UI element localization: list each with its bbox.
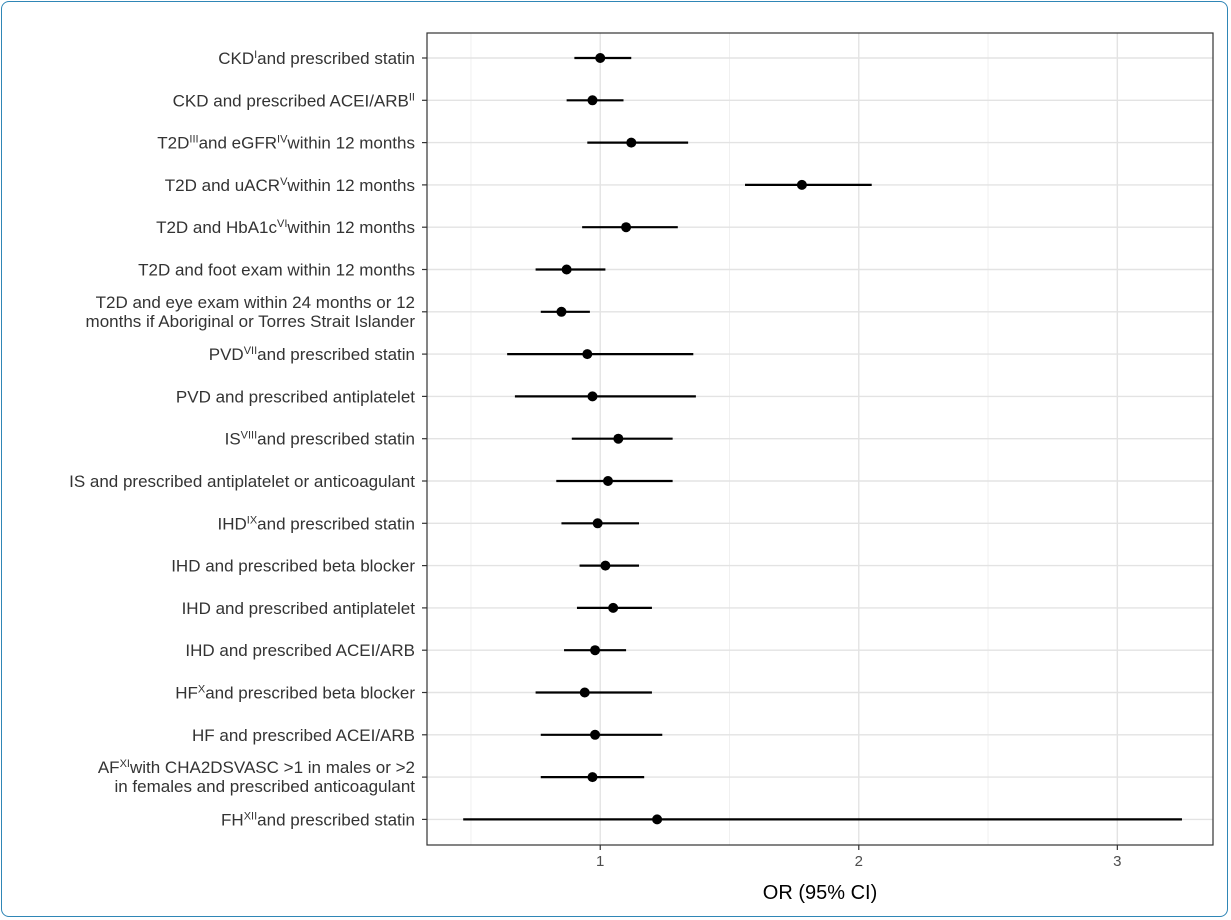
row-label-text: T2D and HbA1c: [156, 218, 277, 237]
x-axis-title: OR (95% CI): [763, 882, 877, 904]
row-label-text: and prescribed statin: [257, 49, 415, 68]
or-point: [556, 306, 567, 317]
row-label-superscript: V: [280, 176, 288, 188]
or-point: [590, 645, 601, 656]
row-label: AFXIwith CHA2DSVASC >1 in males or >2: [98, 758, 415, 777]
row-label-superscript: IV: [277, 134, 288, 146]
row-label: IHD and prescribed ACEI/ARB: [185, 641, 415, 660]
row-label-text: AF: [98, 758, 120, 777]
row-label-superscript: VII: [244, 345, 257, 357]
row-label: PVDVIIand prescribed statin: [209, 345, 415, 364]
row-label-superscript: XII: [244, 810, 257, 822]
row-label-text: within 12 months: [286, 218, 415, 237]
or-point: [602, 476, 613, 486]
or-point: [587, 772, 598, 783]
row-label-text: T2D and foot exam within 12 months: [138, 261, 415, 280]
row-label-line2: in females and prescribed anticoagulant: [114, 777, 415, 796]
or-point: [608, 602, 619, 613]
row-label-text: IHD: [217, 514, 246, 533]
row-label: IS and prescribed antiplatelet or antico…: [69, 472, 415, 491]
x-tick-label: 3: [1113, 853, 1121, 870]
row-label-text: CKD and prescribed ACEI/ARB: [173, 91, 409, 110]
row-label-superscript: VIII: [241, 430, 258, 442]
row-label: CKDIand prescribed statin: [218, 49, 415, 68]
or-point: [600, 560, 611, 571]
row-label-text: PVD: [209, 345, 244, 364]
row-label: ISVIIIand prescribed statin: [225, 430, 415, 449]
row-label-superscript: I: [254, 49, 257, 61]
row-label-text: CKD: [218, 49, 254, 68]
or-point: [579, 687, 590, 698]
row-label-text: and prescribed statin: [257, 514, 415, 533]
row-label-text: IS: [225, 430, 241, 449]
row-label-text: T2D: [157, 134, 189, 153]
or-point: [626, 137, 637, 148]
row-label-text: within 12 months: [286, 176, 415, 195]
row-label-text: IHD and prescribed beta blocker: [171, 557, 415, 576]
or-point: [587, 391, 598, 402]
row-label-text: FH: [221, 810, 244, 829]
x-tick-label: 2: [855, 853, 863, 870]
row-label-text: T2D and uACR: [165, 176, 280, 195]
row-label: HF and prescribed ACEI/ARB: [192, 726, 415, 745]
or-point: [592, 518, 603, 529]
row-label-text: and prescribed statin: [257, 345, 415, 364]
row-label-text: IHD and prescribed antiplatelet: [182, 599, 416, 618]
or-point: [590, 729, 601, 740]
row-label: T2D and foot exam within 12 months: [138, 261, 415, 280]
row-label: IHD and prescribed beta blocker: [171, 557, 415, 576]
row-label-superscript: X: [198, 683, 206, 695]
or-point: [587, 95, 598, 106]
or-point: [595, 53, 606, 63]
row-label: T2D and HbA1cVIwithin 12 months: [156, 218, 415, 237]
or-point: [796, 179, 807, 190]
row-label: T2D and uACRVwithin 12 months: [165, 176, 415, 195]
row-label: FHXIIand prescribed statin: [221, 810, 415, 829]
x-tick-label: 1: [596, 853, 604, 870]
row-label-line2: months if Aboriginal or Torres Strait Is…: [86, 312, 416, 331]
row-label: PVD and prescribed antiplatelet: [176, 387, 415, 406]
row-label-text: PVD and prescribed antiplatelet: [176, 387, 415, 406]
row-label-text: and prescribed statin: [257, 430, 415, 449]
or-point: [652, 814, 663, 825]
row-label-superscript: IX: [247, 514, 258, 526]
or-point: [613, 433, 624, 444]
row-label-text: IHD and prescribed ACEI/ARB: [185, 641, 415, 660]
row-label-text: IS and prescribed antiplatelet or antico…: [69, 472, 415, 491]
row-label-text: and eGFR: [199, 134, 277, 153]
or-point: [621, 222, 632, 233]
row-label: CKD and prescribed ACEI/ARBII: [173, 91, 415, 110]
row-label-text: T2D and eye exam within 24 months or 12: [96, 293, 415, 312]
row-label-text: and prescribed beta blocker: [205, 684, 415, 703]
row-label-text: within 12 months: [286, 134, 415, 153]
row-label-text: HF: [175, 684, 198, 703]
row-label: IHD and prescribed antiplatelet: [182, 599, 416, 618]
row-label-text: and prescribed statin: [257, 810, 415, 829]
row-label-text: with CHA2DSVASC >1 in males or >2: [129, 758, 415, 777]
or-point: [582, 349, 593, 360]
or-point: [561, 264, 572, 275]
row-label-superscript: VI: [277, 218, 287, 230]
row-label: T2D and eye exam within 24 months or 12: [96, 293, 415, 312]
row-label-superscript: II: [409, 91, 415, 103]
row-label: IHDIXand prescribed statin: [217, 514, 415, 533]
row-label: HFXand prescribed beta blocker: [175, 683, 415, 702]
row-label-superscript: XI: [120, 758, 130, 770]
row-label: T2DIIIand eGFRIVwithin 12 months: [157, 134, 415, 153]
row-label-superscript: III: [189, 134, 198, 146]
row-label-text: HF and prescribed ACEI/ARB: [192, 726, 415, 745]
